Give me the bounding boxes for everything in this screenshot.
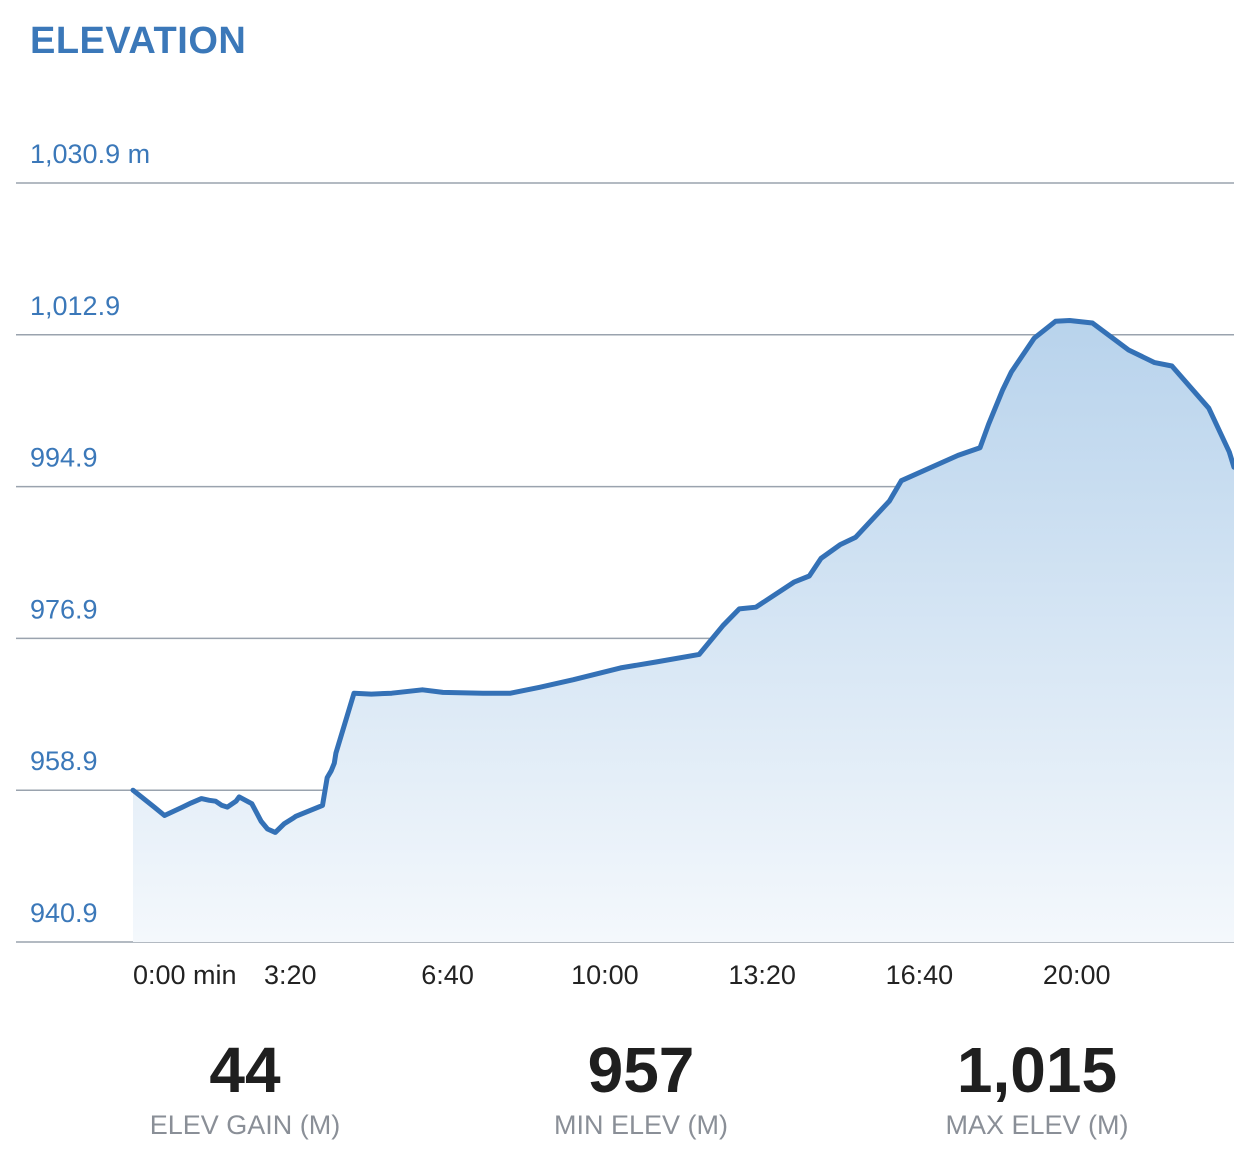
stat-min-elev: 957 MIN ELEV (M)	[481, 1035, 801, 1143]
x-tick-label: 10:00	[571, 960, 639, 990]
y-axis-labels: 940.9 958.9 976.9 994.9 1,012.9 1,030.9 m	[30, 139, 150, 928]
elevation-area	[133, 320, 1234, 942]
stat-elev-gain: 44 ELEV GAIN (M)	[85, 1035, 405, 1143]
elev-gain-label: ELEV GAIN (M)	[149, 1110, 341, 1140]
x-tick-label: 20:00	[1043, 960, 1111, 990]
y-tick-label: 958.9	[30, 746, 98, 776]
x-tick-label: 13:20	[728, 960, 796, 990]
min-elev-value: 957	[587, 1034, 695, 1106]
chart-title: ELEVATION	[30, 20, 247, 62]
elevation-chart: 940.9 958.9 976.9 994.9 1,012.9 1,030.9 m 0:0…	[16, 139, 1234, 990]
y-tick-label: 994.9	[30, 443, 98, 473]
stats-row: 44 ELEV GAIN (M) 957 MIN ELEV (M) 1,015 …	[0, 1035, 1234, 1151]
y-tick-label: 1,030.9 m	[30, 139, 150, 169]
max-elev-label: MAX ELEV (M)	[945, 1110, 1129, 1140]
x-tick-label: 3:20	[264, 960, 317, 990]
line-layer	[130, 318, 1234, 835]
stat-max-elev: 1,015 MAX ELEV (M)	[877, 1035, 1197, 1143]
y-tick-label: 940.9	[30, 898, 98, 928]
x-tick-label: 16:40	[886, 960, 954, 990]
elev-gain-value: 44	[209, 1034, 281, 1106]
elevation-line	[130, 318, 1234, 835]
y-tick-label: 976.9	[30, 594, 98, 624]
y-tick-label: 1,012.9	[30, 291, 120, 321]
x-tick-label: 0:00 min	[133, 960, 237, 990]
area-layer	[133, 320, 1234, 942]
x-axis-labels: 0:00 min 3:20 6:40 10:00 13:20 16:40 20:00	[133, 960, 1111, 990]
max-elev-value: 1,015	[956, 1034, 1118, 1106]
min-elev-label: MIN ELEV (M)	[553, 1110, 728, 1140]
x-tick-label: 6:40	[421, 960, 474, 990]
